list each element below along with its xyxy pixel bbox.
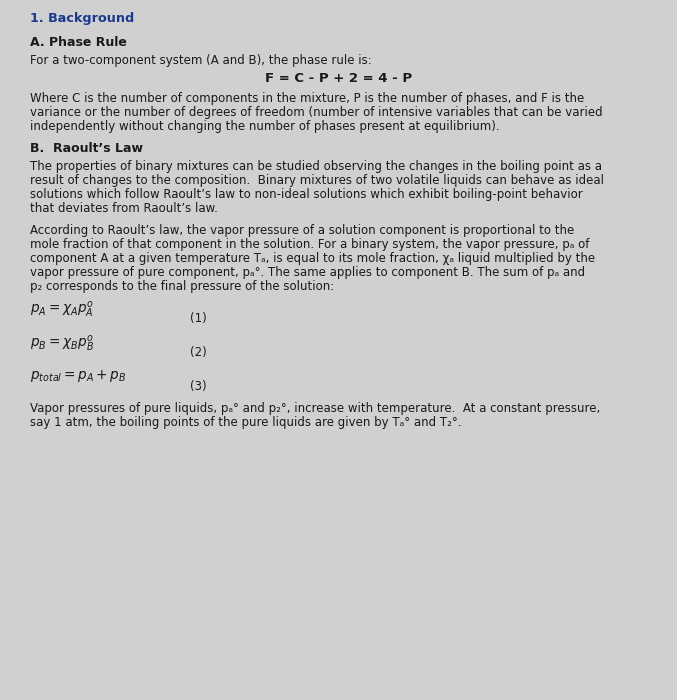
- Text: $p_A = \chi_A p_A^o$: $p_A = \chi_A p_A^o$: [30, 300, 94, 320]
- Text: vapor pressure of pure component, pₐ°. The same applies to component B. The sum : vapor pressure of pure component, pₐ°. T…: [30, 266, 585, 279]
- Text: component A at a given temperature Tₐ, is equal to its mole fraction, χₐ liquid : component A at a given temperature Tₐ, i…: [30, 252, 595, 265]
- Text: that deviates from Raoult’s law.: that deviates from Raoult’s law.: [30, 202, 218, 215]
- Text: F = C - P + 2 = 4 - P: F = C - P + 2 = 4 - P: [265, 72, 412, 85]
- Text: A. Phase Rule: A. Phase Rule: [30, 36, 127, 49]
- Text: 1. Background: 1. Background: [30, 12, 134, 25]
- Text: According to Raoult’s law, the vapor pressure of a solution component is proport: According to Raoult’s law, the vapor pre…: [30, 224, 574, 237]
- Text: The properties of binary mixtures can be studied observing the changes in the bo: The properties of binary mixtures can be…: [30, 160, 602, 173]
- Text: p₂ corresponds to the final pressure of the solution:: p₂ corresponds to the final pressure of …: [30, 280, 334, 293]
- Text: B.  Raoult’s Law: B. Raoult’s Law: [30, 142, 143, 155]
- Text: say 1 atm, the boiling points of the pure liquids are given by Tₐ° and T₂°.: say 1 atm, the boiling points of the pur…: [30, 416, 462, 429]
- Text: Where C is the number of components in the mixture, P is the number of phases, a: Where C is the number of components in t…: [30, 92, 584, 105]
- Text: (2): (2): [190, 346, 206, 359]
- Text: result of changes to the composition.  Binary mixtures of two volatile liquids c: result of changes to the composition. Bi…: [30, 174, 604, 187]
- Text: $p_B = \chi_B p_B^o$: $p_B = \chi_B p_B^o$: [30, 334, 94, 354]
- Text: mole fraction of that component in the solution. For a binary system, the vapor : mole fraction of that component in the s…: [30, 238, 590, 251]
- Text: independently without changing the number of phases present at equilibrium).: independently without changing the numbe…: [30, 120, 500, 133]
- Text: (1): (1): [190, 312, 206, 325]
- Text: $p_{total} = p_A + p_B$: $p_{total} = p_A + p_B$: [30, 368, 127, 384]
- Text: Vapor pressures of pure liquids, pₐ° and p₂°, increase with temperature.  At a c: Vapor pressures of pure liquids, pₐ° and…: [30, 402, 600, 415]
- Text: variance or the number of degrees of freedom (number of intensive variables that: variance or the number of degrees of fre…: [30, 106, 603, 119]
- Text: For a two-component system (A and B), the phase rule is:: For a two-component system (A and B), th…: [30, 54, 372, 67]
- Text: (3): (3): [190, 380, 206, 393]
- Text: solutions which follow Raoult’s law to non-ideal solutions which exhibit boiling: solutions which follow Raoult’s law to n…: [30, 188, 583, 201]
